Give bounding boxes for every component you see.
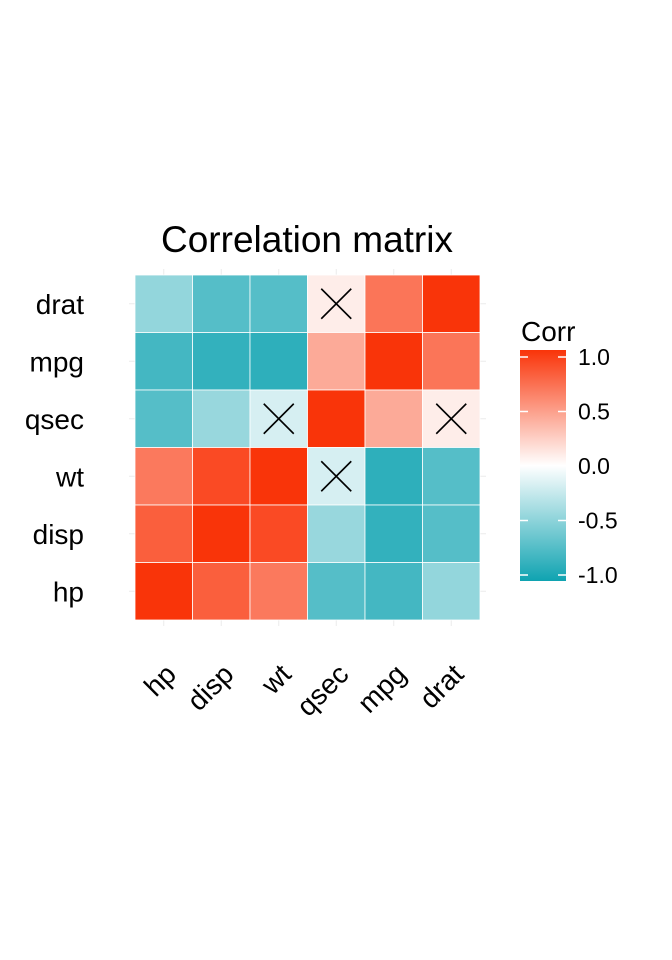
legend-tick-label: 1.0 — [578, 344, 610, 370]
x-tick-label: mpg — [352, 658, 412, 718]
heatmap-cell-disp-hp — [134, 504, 193, 563]
heatmap-cell-wt-mpg — [364, 447, 423, 506]
y-tick-label: mpg — [30, 346, 84, 377]
heatmap-cell-wt-wt — [249, 447, 308, 506]
heatmap-cells — [134, 274, 481, 621]
heatmap-cell-qsec-disp — [192, 389, 251, 448]
heatmap-cell-hp-mpg — [364, 562, 423, 621]
insignificant-cross-qsec-wt — [263, 403, 295, 435]
y-axis-tick-labels: drat mpg qsec wt disp hp — [25, 289, 84, 608]
heatmap-cell-drat-mpg — [364, 274, 423, 333]
heatmap-cell-hp-qsec — [307, 562, 366, 621]
heatmap-cell-disp-disp — [192, 504, 251, 563]
heatmap-cell-hp-drat — [422, 562, 481, 621]
heatmap-cell-mpg-drat — [422, 332, 481, 391]
legend-tick-label: -0.5 — [578, 508, 618, 534]
heatmap-cell-wt-hp — [134, 447, 193, 506]
heatmap-cell-qsec-drat — [422, 389, 481, 448]
y-tick-label: qsec — [25, 404, 84, 435]
legend-title: Corr — [521, 316, 575, 347]
x-tick-label: hp — [138, 658, 182, 702]
heatmap-cell-wt-disp — [192, 447, 251, 506]
insignificant-cross-qsec-drat — [435, 403, 467, 435]
legend-tick-label: -1.0 — [578, 562, 618, 588]
heatmap-cell-hp-disp — [192, 562, 251, 621]
chart-title: Correlation matrix — [161, 219, 453, 260]
heatmap-cell-mpg-disp — [192, 332, 251, 391]
x-tick-label: drat — [413, 658, 469, 714]
heatmap-cell-hp-hp — [134, 562, 193, 621]
heatmap-cell-wt-drat — [422, 447, 481, 506]
heatmap-cell-qsec-qsec — [307, 389, 366, 448]
legend-tick-label: 0.5 — [578, 399, 610, 425]
heatmap-cell-disp-wt — [249, 504, 308, 563]
heatmap-cell-drat-wt — [249, 274, 308, 333]
insignificant-cross-drat-qsec — [320, 288, 352, 320]
heatmap-cell-hp-wt — [249, 562, 308, 621]
y-tick-label: drat — [36, 289, 84, 320]
heatmap-cell-drat-disp — [192, 274, 251, 333]
heatmap-cell-disp-drat — [422, 504, 481, 563]
heatmap-cell-mpg-mpg — [364, 332, 423, 391]
heatmap-cell-qsec-mpg — [364, 389, 423, 448]
insignificant-cross-wt-qsec — [320, 460, 352, 492]
heatmap-cell-mpg-qsec — [307, 332, 366, 391]
x-tick-label: disp — [181, 658, 239, 716]
heatmap-cell-drat-hp — [134, 274, 193, 333]
y-tick-label: disp — [33, 519, 84, 550]
heatmap-cell-qsec-hp — [134, 389, 193, 448]
insignificant-markers — [263, 288, 467, 492]
x-tick-label: wt — [255, 658, 298, 701]
heatmap-cell-disp-mpg — [364, 504, 423, 563]
legend-ticks: 1.0 0.5 0.0 -0.5 -1.0 — [520, 344, 618, 588]
legend-tick-label: 0.0 — [578, 453, 610, 479]
heatmap-cell-drat-drat — [422, 274, 481, 333]
x-tick-label: qsec — [291, 658, 355, 722]
heatmap-cell-disp-qsec — [307, 504, 366, 563]
heatmap-cell-mpg-wt — [249, 332, 308, 391]
heatmap-cell-mpg-hp — [134, 332, 193, 391]
y-tick-label: hp — [53, 576, 84, 607]
y-tick-label: wt — [55, 461, 84, 492]
color-legend: Corr 1.0 0.5 0.0 -0.5 -1.0 — [520, 316, 618, 588]
